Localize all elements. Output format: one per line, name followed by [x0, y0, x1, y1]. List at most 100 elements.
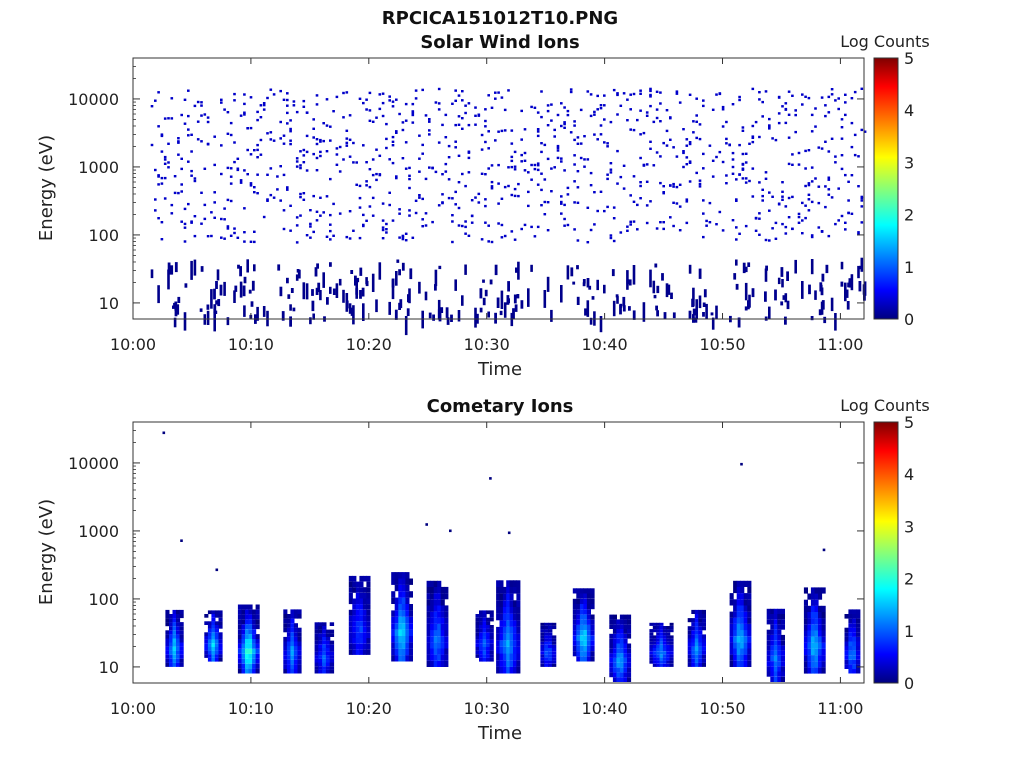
count-cell [744, 152, 748, 155]
count-cell [479, 628, 484, 633]
count-cell [482, 628, 487, 633]
count-cell [616, 643, 621, 649]
count-cell [548, 651, 553, 655]
count-cell [290, 636, 295, 642]
count-cell [502, 593, 507, 601]
count-cell [487, 240, 490, 243]
count-cell [176, 634, 181, 639]
count-cell [211, 628, 216, 633]
count-cell [154, 198, 157, 201]
count-cell [226, 198, 230, 202]
count-cell [844, 636, 849, 642]
count-cell [193, 179, 197, 183]
count-cell [368, 91, 372, 95]
count-cell [837, 97, 840, 100]
count-cell [546, 124, 550, 127]
count-cell [338, 278, 342, 286]
count-cell [252, 648, 257, 654]
count-cell [596, 94, 599, 98]
count-cell [556, 146, 560, 150]
count-cell [163, 158, 167, 161]
count-cell [394, 604, 399, 611]
count-cell [766, 634, 771, 641]
count-cell [214, 650, 219, 655]
count-cell [619, 629, 624, 634]
count-cell [332, 288, 336, 295]
count-cell [214, 632, 219, 636]
count-cell [444, 113, 448, 117]
count-cell [546, 157, 550, 161]
count-cell [662, 185, 665, 188]
count-cell [764, 90, 768, 93]
count-cell [170, 97, 174, 100]
count-cell [404, 119, 408, 122]
count-cell [623, 667, 628, 673]
count-cell [566, 193, 570, 196]
count-cell [506, 580, 511, 587]
count-cell [172, 305, 175, 309]
count-cell [616, 182, 619, 185]
count-cell [576, 265, 579, 270]
count-cell [484, 173, 487, 176]
count-cell [619, 653, 624, 658]
colorbar-tick-label: 3 [904, 153, 914, 172]
count-cell [311, 289, 314, 296]
count-cell [348, 621, 353, 627]
count-cell [245, 614, 250, 620]
count-cell [220, 236, 223, 239]
count-cell [654, 263, 658, 268]
count-cell [692, 131, 695, 134]
count-cell [272, 139, 276, 142]
count-cell [616, 638, 621, 644]
count-cell [391, 135, 395, 139]
count-cell [404, 316, 408, 336]
count-cell [536, 111, 540, 114]
count-cell [827, 95, 831, 99]
count-cell [516, 620, 521, 627]
count-cell [572, 619, 577, 625]
count-cell [489, 628, 494, 633]
count-cell [510, 193, 514, 197]
count-cell [177, 153, 180, 156]
count-cell [636, 118, 639, 122]
count-cell [177, 137, 180, 140]
count-cell [848, 659, 853, 665]
count-cell [354, 275, 357, 286]
count-cell [394, 623, 399, 630]
count-cell [329, 658, 335, 663]
count-cell [586, 640, 591, 646]
count-cell [740, 580, 745, 587]
count-cell [627, 648, 632, 654]
count-cell [229, 199, 233, 203]
count-cell [406, 308, 410, 316]
count-cell [269, 88, 273, 91]
count-cell [810, 234, 814, 237]
count-cell [451, 214, 454, 217]
count-cell [325, 633, 331, 637]
count-cell [482, 279, 485, 283]
count-cell [781, 181, 784, 184]
count-cell [241, 648, 246, 654]
count-cell [579, 635, 584, 641]
count-cell [180, 190, 183, 193]
count-cell [286, 188, 289, 191]
count-cell [408, 636, 413, 643]
count-cell [589, 93, 593, 96]
count-cell [688, 310, 692, 319]
count-cell [421, 225, 424, 228]
count-cell [840, 118, 844, 121]
count-cell [619, 672, 624, 678]
count-cell [206, 235, 210, 238]
count-cell [579, 593, 584, 599]
count-cell [437, 586, 442, 594]
count-cell [856, 650, 861, 656]
count-cell [777, 676, 782, 682]
count-cell [226, 225, 230, 228]
count-cell [612, 643, 617, 649]
count-cell [233, 160, 236, 164]
count-cell [251, 280, 255, 291]
count-cell [576, 604, 581, 610]
count-cell [418, 194, 421, 197]
count-cell [480, 133, 484, 137]
